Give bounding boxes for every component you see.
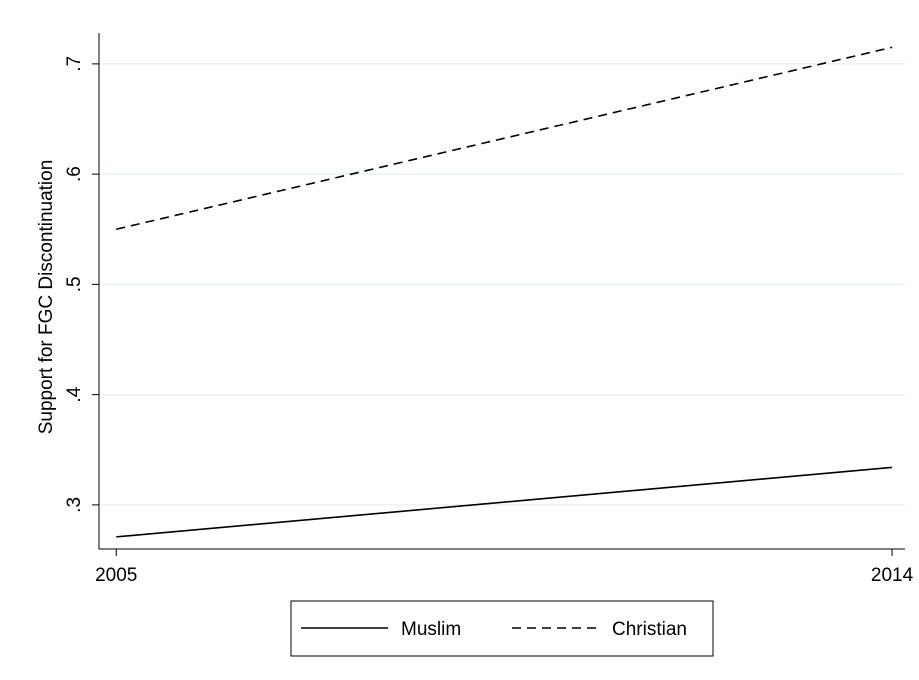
y-tick-label: .4: [64, 386, 85, 402]
grid-layer: [99, 63, 905, 506]
x-axis-ticks: 2005 2014: [95, 549, 914, 586]
legend-label-christian: Christian: [612, 619, 687, 640]
y-tick-label: .6: [64, 166, 85, 182]
y-tick-label: .5: [64, 276, 85, 292]
series-layer: [116, 46, 893, 538]
series-line-muslim: [116, 466, 893, 538]
series-line-christian: [116, 46, 893, 231]
y-axis-ticks: .3 .4 .5 .6 .7: [64, 56, 99, 513]
y-tick-label: .7: [64, 56, 85, 72]
legend-box: [290, 600, 714, 657]
legend: Muslim Christian: [290, 600, 714, 657]
plot-background: [8, 8, 911, 667]
x-tick-label: 2014: [871, 565, 914, 586]
y-tick-label: .3: [64, 497, 85, 513]
legend-label-muslim: Muslim: [401, 619, 461, 640]
y-axis-label: Support for FGC Discontinuation: [36, 160, 57, 435]
x-tick-label: 2005: [95, 565, 137, 586]
